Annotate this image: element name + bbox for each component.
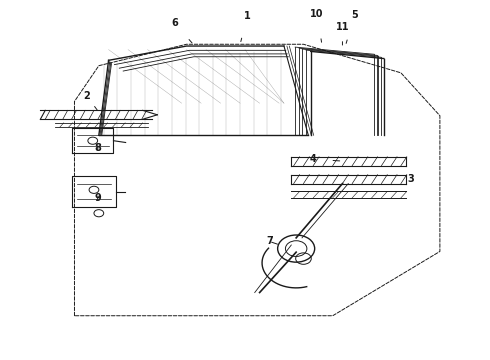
Text: 7: 7 (266, 237, 273, 247)
Text: 10: 10 (310, 9, 324, 19)
Text: 5: 5 (351, 10, 358, 19)
Text: 1: 1 (244, 11, 251, 21)
Text: 4: 4 (310, 154, 317, 164)
Text: 2: 2 (83, 91, 90, 101)
Text: 3: 3 (407, 174, 414, 184)
Text: 6: 6 (171, 18, 178, 28)
Text: 11: 11 (336, 22, 349, 32)
Text: 9: 9 (95, 193, 101, 203)
Text: 8: 8 (95, 143, 101, 153)
